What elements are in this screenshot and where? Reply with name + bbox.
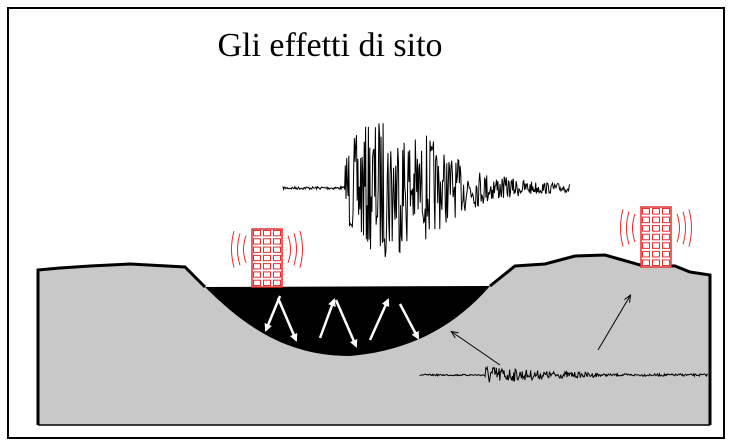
basin-rays — [264, 295, 420, 348]
window — [273, 271, 281, 278]
window — [253, 246, 261, 253]
window — [662, 216, 670, 224]
window — [652, 216, 660, 224]
window — [652, 259, 660, 266]
window — [273, 254, 281, 262]
window — [662, 233, 670, 241]
vibration-arc — [620, 209, 624, 247]
window — [263, 230, 271, 237]
window — [642, 233, 650, 241]
ground-outline — [36, 253, 712, 425]
window — [662, 225, 670, 232]
window — [253, 263, 261, 270]
vibration-arc — [243, 235, 247, 264]
title: Gli effetti di sito — [217, 27, 442, 64]
vibration-arc — [237, 233, 241, 266]
window — [263, 254, 271, 262]
window — [273, 230, 281, 237]
window — [263, 246, 271, 253]
window — [652, 250, 660, 258]
building — [640, 206, 672, 268]
vibration-arc — [299, 230, 303, 268]
vibration-arc — [287, 235, 291, 264]
buildings — [231, 206, 692, 288]
window — [263, 238, 271, 245]
window — [253, 238, 261, 245]
window — [263, 279, 271, 287]
seismogram-trace — [282, 123, 571, 258]
window — [642, 242, 650, 249]
building — [251, 228, 283, 288]
window — [263, 263, 271, 270]
window — [273, 238, 281, 245]
vibration-arc — [293, 233, 297, 266]
window — [662, 208, 670, 215]
vibration-arc — [688, 209, 692, 247]
vibration-arc — [676, 213, 680, 243]
window — [273, 279, 281, 287]
window — [662, 250, 670, 258]
incident-rays — [452, 296, 630, 366]
window — [652, 225, 660, 232]
window — [642, 250, 650, 258]
window — [662, 259, 670, 266]
vibration-arc — [632, 213, 636, 243]
window — [662, 242, 670, 249]
seismogram-trace — [419, 365, 709, 383]
window — [253, 254, 261, 262]
window — [642, 208, 650, 215]
window — [253, 230, 261, 237]
window — [273, 246, 281, 253]
vibration-arc — [231, 230, 235, 268]
window — [273, 263, 281, 270]
window — [642, 216, 650, 224]
window — [652, 242, 660, 249]
vibration-arc — [682, 211, 686, 245]
window — [652, 233, 660, 241]
window — [263, 271, 271, 278]
seismograms — [282, 123, 709, 383]
window — [642, 225, 650, 232]
window — [253, 279, 261, 287]
vibration-arc — [626, 211, 630, 245]
window — [253, 271, 261, 278]
window — [652, 208, 660, 215]
window — [642, 259, 650, 266]
